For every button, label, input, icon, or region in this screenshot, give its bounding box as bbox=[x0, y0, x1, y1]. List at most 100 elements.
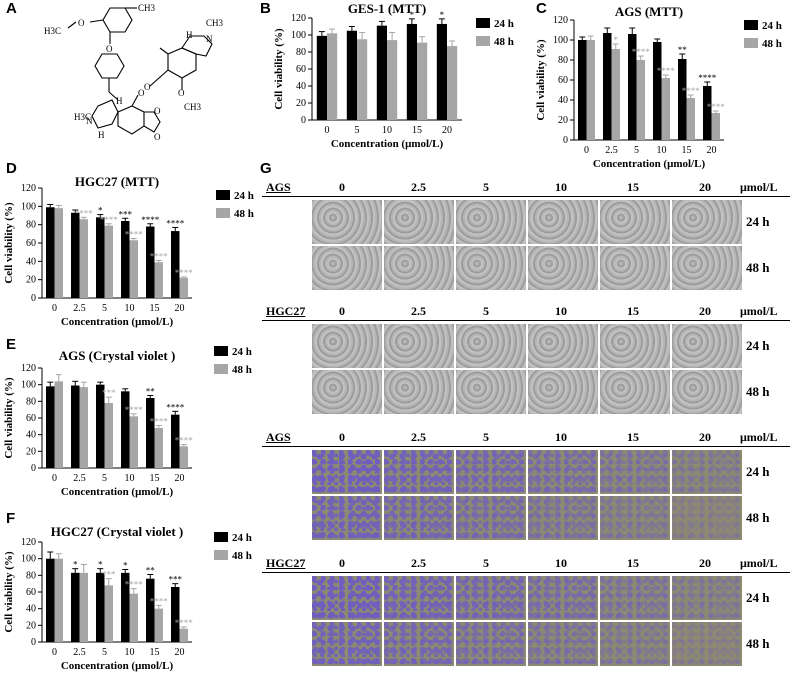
structure-label: N bbox=[86, 116, 93, 126]
bar bbox=[154, 262, 163, 298]
y-tick-label: 60 bbox=[26, 238, 36, 249]
crystal-violet-image bbox=[672, 622, 742, 666]
x-tick-label: 2.5 bbox=[605, 145, 618, 156]
concentration-label: 20 bbox=[699, 180, 711, 194]
bar bbox=[171, 231, 180, 298]
y-tick-label: 80 bbox=[26, 396, 36, 407]
bar bbox=[71, 212, 80, 298]
structure-label: O bbox=[138, 88, 145, 98]
y-tick-label: 100 bbox=[291, 30, 306, 41]
x-tick-label: 0 bbox=[52, 473, 57, 484]
x-tick-label: 10 bbox=[125, 303, 135, 314]
structure-label: O bbox=[154, 106, 161, 116]
cell-line-label: AGS bbox=[266, 180, 291, 194]
y-tick-label: 100 bbox=[21, 380, 36, 391]
crystal-violet-image bbox=[312, 496, 382, 540]
cell-line-label: HGC27 bbox=[266, 556, 306, 570]
y-tick-label: 40 bbox=[296, 81, 306, 92]
bar bbox=[96, 384, 105, 468]
structure-label: H3C bbox=[74, 112, 91, 122]
bar bbox=[46, 207, 55, 298]
concentration-label: 15 bbox=[627, 180, 639, 194]
bar bbox=[179, 277, 188, 298]
legend-label: 48 h bbox=[762, 38, 782, 50]
y-tick-label: 40 bbox=[558, 95, 568, 106]
significance-label: **** bbox=[175, 436, 194, 446]
concentration-label: 10 bbox=[555, 180, 567, 194]
significance-label: * bbox=[614, 35, 619, 45]
significance-label: **** bbox=[166, 218, 185, 228]
concentration-label: 0 bbox=[339, 556, 345, 570]
bar bbox=[636, 60, 645, 140]
significance-label: **** bbox=[141, 215, 160, 225]
crystal-violet-image bbox=[384, 576, 454, 620]
chart-title: AGS (Crystal violet ) bbox=[59, 348, 176, 363]
y-tick-label: 0 bbox=[301, 115, 306, 126]
crystal-violet-image bbox=[600, 450, 670, 494]
x-axis-label: Concentration (μmol/L) bbox=[331, 138, 444, 150]
x-axis-label: Concentration (μmol/L) bbox=[61, 316, 174, 328]
structure-label: O bbox=[178, 88, 185, 98]
legend-swatch bbox=[214, 532, 228, 542]
y-tick-label: 80 bbox=[26, 570, 36, 581]
significance-label: * bbox=[123, 561, 128, 571]
y-tick-label: 120 bbox=[21, 363, 36, 374]
significance-label: *** bbox=[169, 575, 183, 585]
bar bbox=[447, 46, 458, 120]
ring-isoquinoline-left bbox=[91, 99, 119, 129]
y-tick-label: 20 bbox=[558, 115, 568, 126]
structure-label: H3C bbox=[44, 26, 61, 36]
bar bbox=[96, 572, 105, 642]
structure-label: O bbox=[154, 132, 161, 142]
concentration-label: 5 bbox=[483, 430, 489, 444]
x-axis-label: Concentration (μmol/L) bbox=[61, 660, 174, 672]
structure-label: O bbox=[106, 44, 113, 54]
concentration-label: 5 bbox=[483, 556, 489, 570]
bar bbox=[417, 42, 428, 120]
crystal-violet-image bbox=[312, 450, 382, 494]
significance-label: ** bbox=[678, 45, 688, 55]
x-tick-label: 0 bbox=[52, 303, 57, 314]
significance-label: *** bbox=[102, 388, 116, 398]
panel-label-b: B bbox=[260, 0, 271, 17]
time-label: 24 h bbox=[746, 338, 770, 353]
x-axis-label: Concentration (μmol/L) bbox=[593, 158, 706, 170]
x-tick-label: 15 bbox=[412, 125, 422, 136]
legend-label: 24 h bbox=[762, 20, 782, 32]
crystal-violet-image bbox=[528, 576, 598, 620]
bar bbox=[387, 40, 398, 120]
crystal-violet-image bbox=[456, 576, 526, 620]
bar bbox=[154, 428, 163, 468]
significance-label: **** bbox=[657, 66, 676, 76]
micrograph-header: AGS 0 2.5 5 10 15 20 μmol/L bbox=[262, 430, 790, 447]
bar bbox=[71, 572, 80, 642]
concentration-label: 10 bbox=[555, 556, 567, 570]
significance-label: **** bbox=[125, 580, 144, 590]
crystal-violet-image bbox=[384, 450, 454, 494]
x-tick-label: 15 bbox=[682, 145, 692, 156]
bar bbox=[578, 40, 587, 140]
crystal-violet-image bbox=[312, 622, 382, 666]
bar bbox=[653, 42, 662, 140]
bar bbox=[611, 49, 620, 140]
x-tick-label: 20 bbox=[175, 647, 185, 658]
concentration-label: 20 bbox=[699, 556, 711, 570]
legend-label: 24 h bbox=[232, 346, 252, 358]
y-tick-label: 100 bbox=[553, 35, 568, 46]
bar bbox=[79, 219, 88, 298]
time-label: 48 h bbox=[746, 636, 770, 651]
concentration-label: 2.5 bbox=[411, 430, 426, 444]
panel-label-e: E bbox=[6, 336, 17, 353]
significance-label: ** bbox=[146, 566, 156, 576]
structure-label: O bbox=[78, 18, 85, 28]
significance-label: * bbox=[98, 206, 103, 216]
bar bbox=[327, 33, 338, 120]
y-tick-label: 80 bbox=[558, 55, 568, 66]
legend-label: 48 h bbox=[232, 364, 252, 376]
structure-label: CH3 bbox=[206, 18, 224, 28]
significance-label: **** bbox=[150, 596, 169, 606]
legend-swatch bbox=[214, 346, 228, 356]
concentration-label: 2.5 bbox=[411, 180, 426, 194]
legend-label: 24 h bbox=[234, 190, 254, 202]
